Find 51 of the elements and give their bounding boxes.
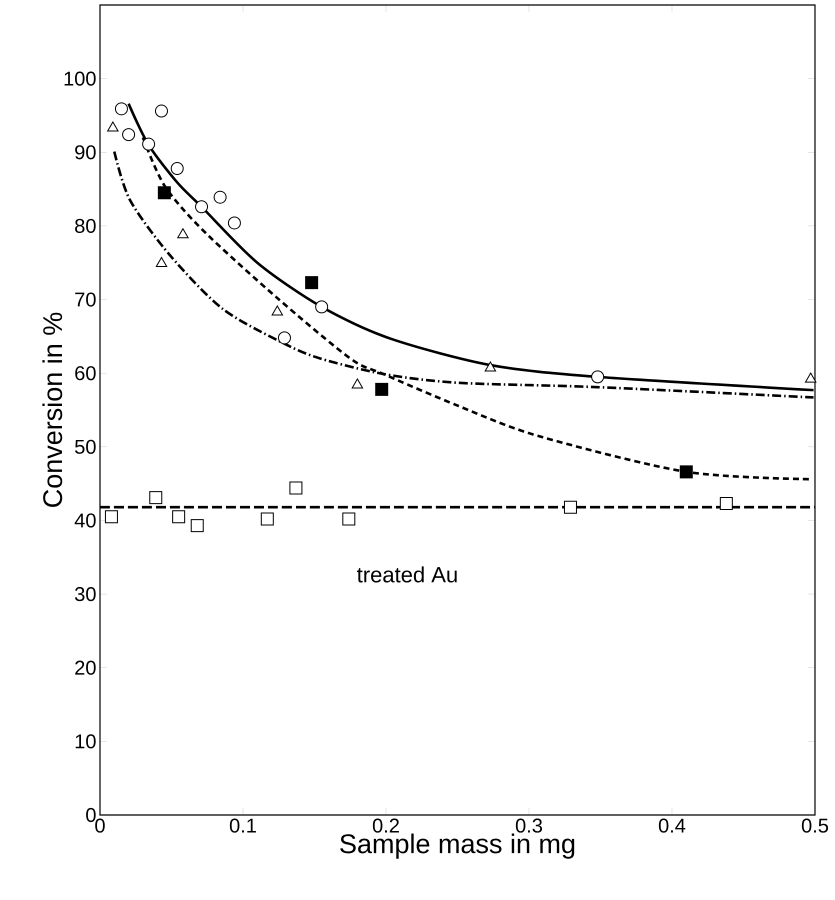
x-tick-label: 0.5 bbox=[802, 818, 828, 833]
x-tick-label: 0.2 bbox=[372, 818, 399, 833]
y-tick-label: 70 bbox=[75, 292, 96, 307]
y-tick-label: 20 bbox=[75, 660, 96, 675]
point bbox=[149, 491, 162, 504]
point bbox=[195, 200, 208, 214]
point bbox=[214, 190, 227, 204]
point bbox=[228, 216, 241, 230]
y-tick-label: 90 bbox=[75, 145, 96, 160]
y-tick-label: 10 bbox=[76, 734, 96, 748]
point bbox=[177, 228, 189, 238]
x-tick-label: 0.1 bbox=[230, 818, 256, 833]
x-tick-label: 0 bbox=[95, 818, 105, 833]
point bbox=[260, 512, 274, 526]
point bbox=[272, 306, 284, 316]
point bbox=[289, 482, 302, 495]
point bbox=[170, 162, 184, 175]
point bbox=[342, 512, 356, 526]
point bbox=[172, 510, 186, 524]
x-axis-title: Sample mass in mg bbox=[340, 834, 574, 859]
point bbox=[564, 500, 577, 514]
point bbox=[156, 256, 168, 267]
point bbox=[591, 370, 604, 384]
point bbox=[305, 276, 318, 290]
y-tick-label: 0 bbox=[86, 808, 96, 822]
point bbox=[190, 519, 204, 532]
y-tick-label: 40 bbox=[74, 513, 96, 528]
point bbox=[122, 128, 136, 142]
y-axis-title: Conversion in % bbox=[42, 312, 62, 507]
annotation: treated Au bbox=[357, 566, 457, 583]
point bbox=[278, 331, 291, 344]
point bbox=[484, 362, 496, 372]
point bbox=[107, 121, 119, 132]
point bbox=[375, 382, 388, 396]
point bbox=[114, 102, 128, 116]
point bbox=[315, 300, 328, 314]
point bbox=[352, 378, 364, 388]
y-tick-label: 30 bbox=[74, 587, 96, 602]
x-tick-label: 0.4 bbox=[658, 818, 686, 833]
point bbox=[720, 497, 733, 510]
y-tick-label: 60 bbox=[75, 366, 96, 380]
point bbox=[158, 186, 171, 200]
point bbox=[142, 138, 156, 151]
y-tick-label: 100 bbox=[64, 72, 96, 86]
point bbox=[805, 372, 816, 383]
y-tick-label: 80 bbox=[75, 218, 96, 233]
point bbox=[104, 510, 118, 524]
point bbox=[680, 465, 693, 478]
y-tick-label: 50 bbox=[75, 440, 96, 454]
point bbox=[154, 104, 168, 118]
x-tick-label: 0.3 bbox=[516, 818, 542, 833]
